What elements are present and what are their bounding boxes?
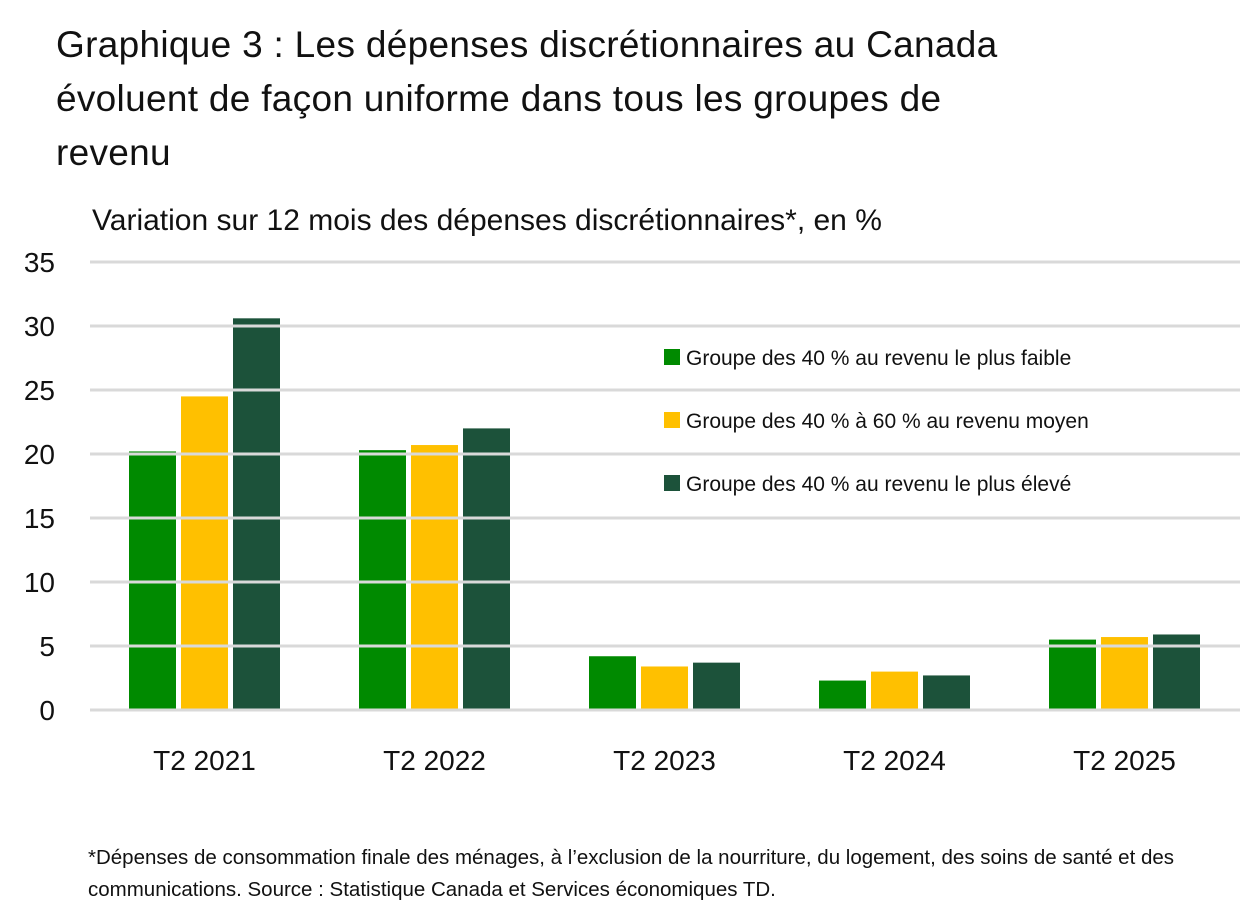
bar-t2-2021-s2 bbox=[181, 396, 228, 710]
bar-t2-2023-s2 bbox=[641, 666, 688, 710]
bar-t2-2024-s1 bbox=[819, 680, 866, 710]
bar-t2-2025-s2 bbox=[1101, 637, 1148, 710]
x-tick-label: T2 2023 bbox=[613, 745, 716, 776]
x-tick-label: T2 2022 bbox=[383, 745, 486, 776]
y-tick-label: 10 bbox=[24, 567, 55, 598]
gridline bbox=[90, 644, 1240, 648]
bar-t2-2022-s2 bbox=[411, 445, 458, 710]
gridline bbox=[90, 452, 1240, 456]
y-tick-label: 35 bbox=[24, 247, 55, 278]
bar-t2-2024-s2 bbox=[871, 671, 918, 710]
bar-t2-2024-s3 bbox=[923, 675, 970, 710]
gridline bbox=[90, 708, 1240, 712]
y-tick-label: 20 bbox=[24, 439, 55, 470]
y-tick-label: 30 bbox=[24, 311, 55, 342]
x-tick-label: T2 2021 bbox=[153, 745, 256, 776]
y-tick-label: 0 bbox=[39, 695, 55, 726]
gridline bbox=[90, 580, 1240, 584]
bar-t2-2022-s3 bbox=[463, 428, 510, 710]
bar-t2-2023-s3 bbox=[693, 662, 740, 710]
chart-title: Graphique 3 : Les dépenses discrétionnai… bbox=[56, 24, 998, 173]
legend-swatch bbox=[664, 475, 680, 491]
x-tick-label: T2 2025 bbox=[1073, 745, 1176, 776]
footnote: *Dépenses de consommation finale des mén… bbox=[88, 846, 1175, 901]
chart-subtitle: Variation sur 12 mois des dépenses discr… bbox=[92, 204, 882, 237]
legend-swatch bbox=[664, 349, 680, 365]
gridline bbox=[90, 260, 1240, 264]
legend-label: Groupe des 40 % à 60 % au revenu moyen bbox=[686, 410, 1089, 433]
y-tick-label: 5 bbox=[39, 631, 55, 662]
legend-label: Groupe des 40 % au revenu le plus faible bbox=[686, 347, 1071, 370]
gridline bbox=[90, 516, 1240, 520]
bar-t2-2025-s1 bbox=[1049, 639, 1096, 710]
gridline bbox=[90, 324, 1240, 328]
gridline bbox=[90, 388, 1240, 392]
bar-t2-2023-s1 bbox=[589, 656, 636, 710]
legend-label: Groupe des 40 % au revenu le plus élevé bbox=[686, 473, 1071, 496]
y-tick-label: 15 bbox=[24, 503, 55, 534]
bar-t2-2022-s1 bbox=[359, 450, 406, 710]
y-tick-label: 25 bbox=[24, 375, 55, 406]
bar-t2-2021-s3 bbox=[233, 318, 280, 710]
legend-swatch bbox=[664, 412, 680, 428]
x-tick-label: T2 2024 bbox=[843, 745, 946, 776]
